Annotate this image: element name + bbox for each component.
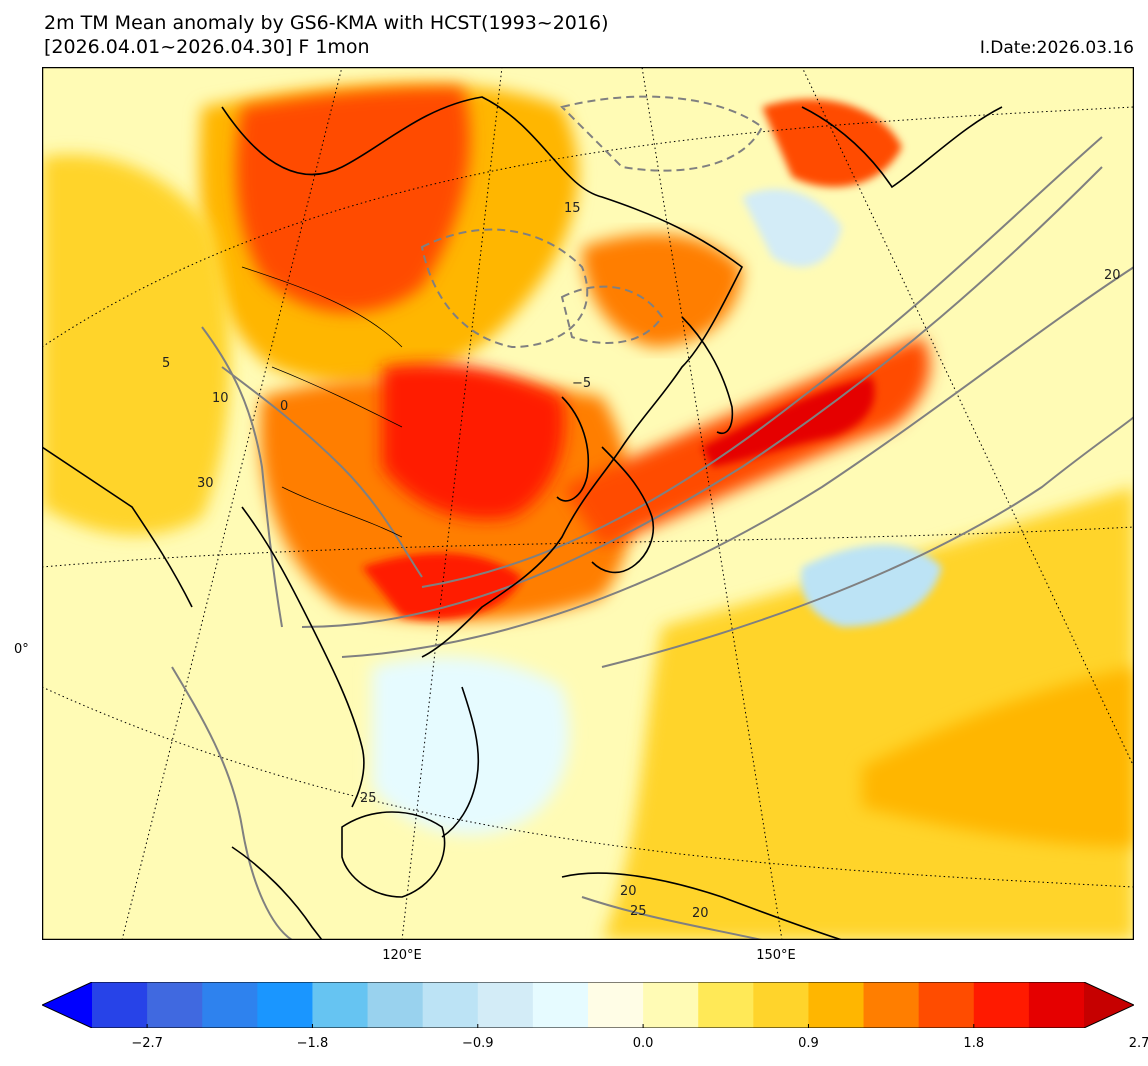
contour-label: 25 <box>360 791 377 806</box>
contour-label: 20 <box>620 884 637 899</box>
contour-2 <box>341 266 1134 658</box>
colorbar-segment <box>532 982 589 1028</box>
colorbar-segment <box>808 982 865 1028</box>
colorbar-extend-low <box>42 982 92 1028</box>
graticule-lon-180 <box>801 67 1134 768</box>
anomaly-cool-scs <box>372 656 570 835</box>
coast-korea <box>556 396 590 502</box>
colorbar-segment <box>863 982 920 1028</box>
colorbar-segment <box>643 982 699 1028</box>
colorbar-tick-label: −2.7 <box>131 1036 163 1051</box>
contour-6 <box>201 326 283 628</box>
contour-label: −5 <box>572 376 591 391</box>
graticule-lon-90 <box>121 67 343 940</box>
coast-india <box>42 446 193 608</box>
contour-5 <box>221 366 423 578</box>
anomaly-warm-pacific-inner <box>862 667 1134 847</box>
contour-3 <box>421 136 1103 588</box>
anomaly-hot-siberia <box>236 87 470 313</box>
coast-indochina <box>241 506 365 808</box>
border-1 <box>241 266 403 348</box>
graticule-lat-high <box>42 106 1134 348</box>
contour-label: 15 <box>564 201 581 216</box>
colorbar-segment <box>257 982 313 1028</box>
colorbar-segment <box>312 982 369 1028</box>
colorbar-tick-label: 1.8 <box>963 1036 985 1051</box>
anomaly-cool-wpac <box>801 544 942 627</box>
coast-alaska <box>801 106 1003 189</box>
colorbar-segment <box>1028 982 1085 1028</box>
colorbar-segment <box>973 982 1030 1028</box>
contour-label: 0 <box>280 399 288 414</box>
init-date: I.Date:2026.03.16 <box>979 38 1134 58</box>
contour-label: 20 <box>1104 268 1121 283</box>
coast-new-guinea <box>561 872 843 940</box>
lat-label-equator: 0° <box>14 642 29 657</box>
colorbar-segment <box>422 982 479 1028</box>
contour-7 <box>171 666 293 940</box>
colorbar-segment <box>918 982 975 1028</box>
colorbar-segment <box>202 982 258 1028</box>
colorbar-tick-label: 0.0 <box>632 1036 654 1051</box>
contour-label: 5 <box>162 356 170 371</box>
coast-borneo <box>341 811 446 898</box>
anomaly-map: 20 15 10 5 0 −5 30 25 20 25 20 <box>42 67 1134 940</box>
colorbar-tick-label: −1.8 <box>296 1036 329 1051</box>
lon-label-120e: 120°E <box>382 948 422 963</box>
contour-neg-3 <box>560 285 664 344</box>
border-2 <box>271 366 403 428</box>
anomaly-warm-alaska <box>762 99 902 187</box>
anomaly-warm-kamchatka <box>582 233 742 347</box>
anomaly-cool-bering <box>742 188 842 267</box>
anomaly-warm-india <box>42 154 231 536</box>
forecast-period: [2026.04.01~2026.04.30] F 1mon <box>44 36 370 58</box>
contour-label: 30 <box>197 476 214 491</box>
coast-sumatra <box>231 846 323 940</box>
anomaly-hottest-band <box>702 377 875 467</box>
colorbar-segment <box>698 982 754 1028</box>
colorbar-tick-label: 0.9 <box>798 1036 819 1051</box>
colorbar-segment <box>367 982 424 1028</box>
anomaly-hot-east-china <box>362 553 522 620</box>
colorbar <box>42 982 1134 1028</box>
contour-4 <box>601 416 1134 668</box>
contour-neg-1 <box>420 228 589 349</box>
colorbar-tick-label: −0.9 <box>461 1036 494 1051</box>
contour-label: 10 <box>212 391 229 406</box>
contour-1 <box>301 166 1103 628</box>
coast-asia-east <box>221 96 744 658</box>
map-title: 2m TM Mean anomaly by GS6-KMA with HCST(… <box>44 12 609 34</box>
map-frame <box>42 67 1134 940</box>
anomaly-hot-china <box>382 363 565 520</box>
contour-neg-2 <box>560 95 764 172</box>
colorbar-extend-high <box>1084 982 1134 1028</box>
contour-label: 20 <box>692 906 709 921</box>
coast-japan <box>591 446 654 574</box>
contour-8 <box>581 896 763 940</box>
contour-label: 25 <box>630 904 647 919</box>
border-3 <box>281 486 403 538</box>
colorbar-segment <box>753 982 809 1028</box>
lon-label-150e: 150°E <box>756 948 796 963</box>
coast-philippines <box>441 686 480 838</box>
coast-kamchatka <box>681 316 734 434</box>
graticule-lon-150 <box>641 67 783 940</box>
graticule-equator <box>42 686 1134 888</box>
colorbar-segment <box>147 982 203 1028</box>
colorbar-tick-label: 2.7 <box>1128 1036 1148 1051</box>
colorbar-segment <box>477 982 534 1028</box>
colorbar-segment <box>92 982 148 1028</box>
colorbar-segment <box>588 982 644 1028</box>
